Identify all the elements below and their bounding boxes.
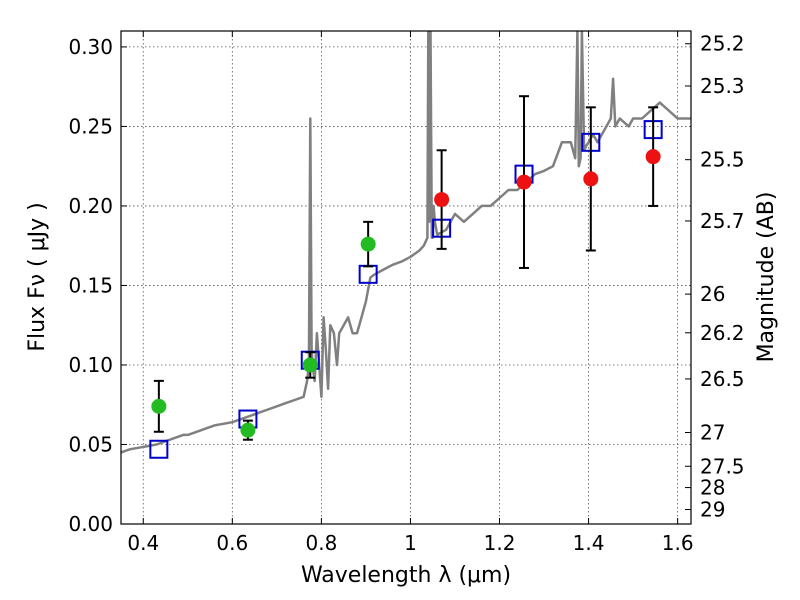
x-tick-label: 1.6 <box>662 531 694 555</box>
axis-layer: 0.4 0.6 0.8 1 1.2 1.4 1.6 0.00 0.05 0.10 0.15 0.20 0… <box>68 31 745 555</box>
y2-tick-label: 25.2 <box>700 32 745 56</box>
y2-tick-label: 25.5 <box>700 148 745 172</box>
y2-tick-label: 28 <box>700 476 725 500</box>
y2-tick-label: 26.5 <box>700 367 745 391</box>
x-tick-label: 1.2 <box>484 531 516 555</box>
y-axis-label: Flux Fν ( μJy ) <box>25 202 50 351</box>
x-axis-label: Wavelength λ (μm) <box>301 563 511 588</box>
y-tick-label: 0.30 <box>68 35 113 59</box>
observed-flux-point <box>151 398 167 414</box>
y2-tick-label: 27 <box>700 420 725 444</box>
y2-axis-label: Magnitude (AB) <box>754 192 779 363</box>
plot-frame <box>120 30 692 525</box>
y-tick-label: 0.10 <box>68 353 113 377</box>
y-tick-label: 0.15 <box>68 273 113 297</box>
model-spectrum-line <box>121 31 691 454</box>
x-tick-label: 0.6 <box>216 531 248 555</box>
y-tick-label: 0.25 <box>68 114 113 138</box>
x-tick-label: 0.4 <box>127 531 159 555</box>
x-tick-label: 1.4 <box>573 531 605 555</box>
y2-tick-label: 26 <box>700 282 725 306</box>
y2-tick-label: 25.3 <box>700 74 745 98</box>
observed-flux-point <box>645 149 661 165</box>
x-tick-label: 1 <box>404 531 417 555</box>
y2-tick-label: 29 <box>700 497 725 521</box>
y-tick-label: 0.00 <box>68 512 113 536</box>
observed-flux-point <box>302 357 318 373</box>
observed-flux-point <box>516 174 532 190</box>
observed-flux-point <box>360 236 376 252</box>
y-tick-label: 0.05 <box>68 432 113 456</box>
y-tick-label: 0.20 <box>68 194 113 218</box>
series-layer <box>121 31 691 459</box>
observed-flux-point <box>583 171 599 187</box>
y2-tick-label: 26.2 <box>700 321 745 345</box>
y2-tick-label: 25.7 <box>700 209 745 233</box>
observed-flux-point <box>240 422 256 438</box>
x-tick-label: 0.8 <box>305 531 337 555</box>
y2-tick-label: 27.5 <box>700 454 745 478</box>
grid-lines <box>121 31 691 525</box>
model-photometry-square <box>149 439 169 459</box>
observed-flux-point <box>434 192 450 208</box>
